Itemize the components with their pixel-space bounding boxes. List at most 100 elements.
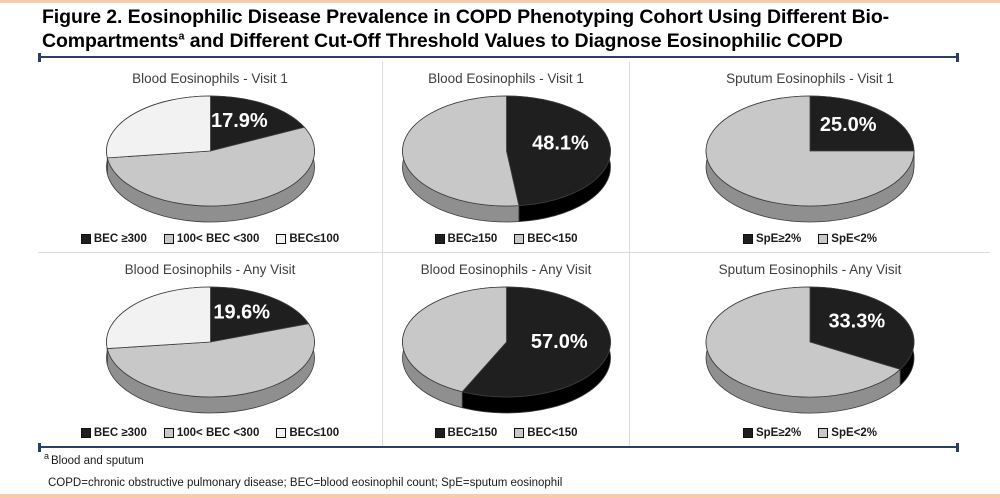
legend-swatch-icon xyxy=(163,428,174,438)
pie-chart: 25.0% xyxy=(705,95,915,223)
chart-panel-sputum-anyvisit: Sputum Eosinophils - Any Visit 33.3% SpE… xyxy=(630,253,990,446)
chart-legend: BEC ≥300 100< BEC <300 BEC≤100 xyxy=(38,427,382,439)
legend-label: BEC≤100 xyxy=(289,233,340,245)
abbreviations-line: COPD=chronic obstructive pulmonary disea… xyxy=(48,477,563,489)
legend-item: BEC≤100 xyxy=(276,427,339,439)
pie-data-label: 48.1% xyxy=(532,132,589,154)
footnote-superscript: a xyxy=(44,451,50,461)
figure-title-rest: and Different Cut-Off Threshold Values t… xyxy=(184,29,843,52)
legend-label: SpE<2% xyxy=(831,427,877,439)
figure-title-superscript: a xyxy=(178,30,185,43)
legend-item: SpE<2% xyxy=(818,427,877,439)
legend-label: 100< BEC <300 xyxy=(176,427,260,439)
legend-label: SpE<2% xyxy=(831,233,877,245)
legend-label: BEC≥150 xyxy=(447,233,498,245)
rule-end-cap xyxy=(956,442,959,452)
legend-item: SpE≥2% xyxy=(742,427,801,439)
chart-legend: BEC≥150 BEC<150 xyxy=(383,233,629,245)
figure-title-main: Figure 2. Eosinophilic Disease Prevalenc… xyxy=(42,6,890,52)
legend-swatch-icon xyxy=(276,428,287,438)
chart-grid: Blood Eosinophils - Visit 1 17.9% BEC ≥3… xyxy=(38,62,990,446)
chart-panel-sputum-visit1: Sputum Eosinophils - Visit 1 25.0% SpE≥2… xyxy=(630,62,990,253)
legend-item: BEC≥150 xyxy=(434,427,498,439)
legend-item: BEC<150 xyxy=(514,427,577,439)
legend-label: BEC ≥300 xyxy=(93,233,147,245)
legend-swatch-icon xyxy=(514,428,525,438)
pie-slice xyxy=(809,286,915,370)
chart-panel-blood-anyvisit-3cat: Blood Eosinophils - Any Visit 19.6% BEC … xyxy=(38,253,383,446)
legend-item: BEC≥150 xyxy=(434,233,498,245)
pie-data-label: 57.0% xyxy=(531,331,588,353)
chart-legend: BEC≥150 BEC<150 xyxy=(383,427,629,439)
chart-panel-blood-visit1-2cat: Blood Eosinophils - Visit 1 48.1% BEC≥15… xyxy=(383,62,630,253)
pie-chart: 33.3% xyxy=(705,286,915,414)
pie-slice xyxy=(106,126,315,207)
chart-title: Sputum Eosinophils - Visit 1 xyxy=(726,71,894,86)
legend-label: 100< BEC <300 xyxy=(176,233,260,245)
pie-slice xyxy=(210,95,305,152)
legend-swatch-icon xyxy=(80,428,91,438)
legend-swatch-icon xyxy=(434,428,445,438)
pie-slice xyxy=(106,95,211,159)
top-accent-bar xyxy=(0,0,1000,3)
legend-item: 100< BEC <300 xyxy=(163,233,260,245)
pie-slice xyxy=(402,95,520,207)
legend-swatch-icon xyxy=(818,428,829,438)
chart-panel-blood-visit1-3cat: Blood Eosinophils - Visit 1 17.9% BEC ≥3… xyxy=(38,62,383,253)
chart-title: Blood Eosinophils - Any Visit xyxy=(420,262,592,277)
legend-label: BEC ≥300 xyxy=(93,427,147,439)
pie-data-label: 19.6% xyxy=(213,302,270,324)
legend-item: SpE≥2% xyxy=(742,233,802,245)
chart-legend: SpE≥2% SpE<2% xyxy=(630,427,990,439)
pie-chart: 48.1% xyxy=(402,95,611,223)
pie-slice xyxy=(461,286,611,398)
legend-swatch-icon xyxy=(276,234,287,244)
legend-item: BEC ≥300 xyxy=(80,233,147,245)
chart-title: Blood Eosinophils - Visit 1 xyxy=(428,71,584,86)
pie-slice xyxy=(106,323,315,398)
chart-panel-blood-anyvisit-2cat: Blood Eosinophils - Any Visit 57.0% BEC≥… xyxy=(383,253,630,446)
legend-label: SpE≥2% xyxy=(755,233,802,245)
legend-swatch-icon xyxy=(742,234,753,244)
pie-slice xyxy=(402,286,507,393)
legend-label: BEC<150 xyxy=(527,427,578,439)
pie-slice xyxy=(705,95,915,207)
pie-chart: 17.9% xyxy=(106,95,315,223)
chart-legend: SpE≥2% SpE<2% xyxy=(630,233,990,245)
legend-item: SpE<2% xyxy=(818,233,877,245)
chart-legend: BEC ≥300 100< BEC <300 BEC≤100 xyxy=(38,233,382,245)
legend-swatch-icon xyxy=(514,234,525,244)
legend-label: BEC≤100 xyxy=(289,427,340,439)
figure-title: Figure 2. Eosinophilic Disease Prevalenc… xyxy=(42,6,922,54)
pie-data-label: 25.0% xyxy=(820,114,877,136)
pie-data-label: 33.3% xyxy=(828,311,885,333)
pie-slice xyxy=(809,95,915,152)
rule-end-cap xyxy=(956,52,959,62)
legend-swatch-icon xyxy=(434,234,445,244)
pie-slice xyxy=(106,286,211,349)
legend-swatch-icon xyxy=(742,428,753,438)
legend-item: BEC<150 xyxy=(514,233,577,245)
pie-chart: 19.6% xyxy=(106,286,315,414)
footnote-a: a Blood and sputum xyxy=(44,451,144,467)
bottom-rule xyxy=(38,442,959,452)
footnote-text: Blood and sputum xyxy=(51,454,144,467)
rule-end-cap xyxy=(38,52,41,62)
pie-slice xyxy=(705,286,901,398)
bottom-accent-bar xyxy=(0,494,1000,498)
legend-swatch-icon xyxy=(80,234,91,244)
legend-label: BEC≥150 xyxy=(447,427,498,439)
chart-title: Blood Eosinophils - Visit 1 xyxy=(132,71,288,86)
legend-item: BEC≤100 xyxy=(276,233,339,245)
legend-item: 100< BEC <300 xyxy=(163,427,260,439)
pie-slice xyxy=(506,95,611,207)
legend-swatch-icon xyxy=(163,234,174,244)
legend-item: BEC ≥300 xyxy=(80,427,147,439)
legend-swatch-icon xyxy=(818,234,829,244)
legend-label: BEC<150 xyxy=(527,233,578,245)
chart-title: Sputum Eosinophils - Any Visit xyxy=(718,262,902,277)
rule-end-cap xyxy=(38,442,41,452)
top-rule xyxy=(38,52,959,62)
chart-title: Blood Eosinophils - Any Visit xyxy=(124,262,296,277)
pie-chart: 57.0% xyxy=(402,286,611,414)
